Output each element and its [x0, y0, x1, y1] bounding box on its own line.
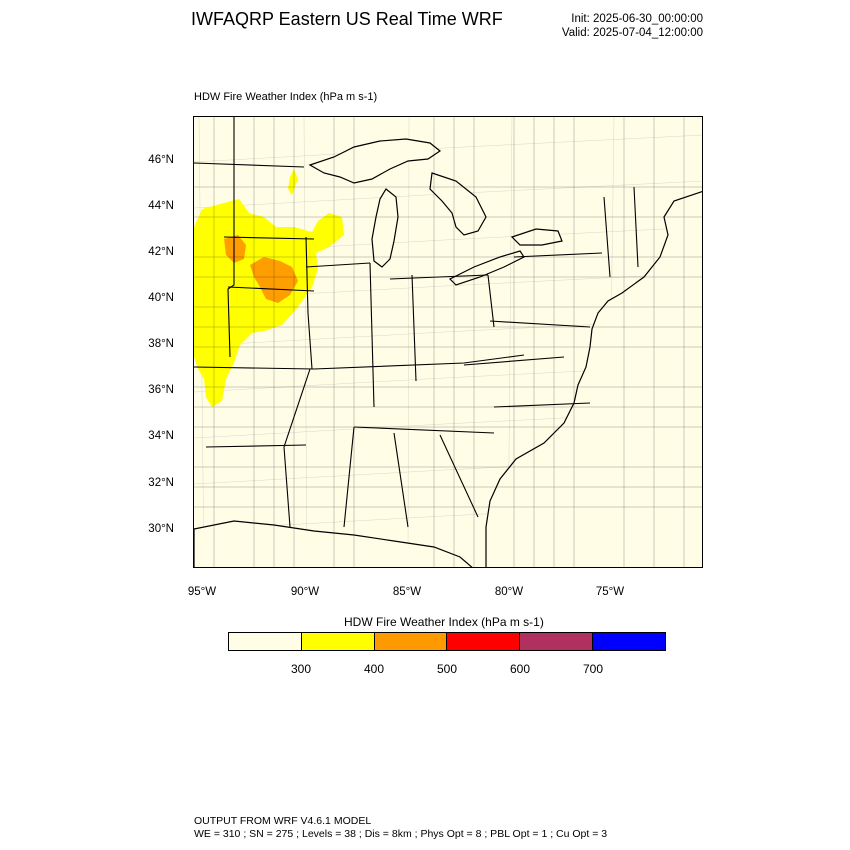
colorbar-segment [229, 633, 302, 650]
colorbar-segment [520, 633, 594, 650]
footer-model-line: OUTPUT FROM WRF V4.6.1 MODEL [194, 815, 372, 827]
colorbar-label: 500 [436, 662, 458, 676]
lake-superior [308, 138, 442, 184]
lon-label: 85°W [392, 586, 422, 598]
colorbar-title: HDW Fire Weather Index (hPa m s-1) [344, 615, 544, 629]
lon-label: 95°W [187, 586, 217, 598]
great-lakes [308, 138, 563, 286]
valid-time: Valid: 2025-07-04_12:00:00 [561, 27, 703, 39]
map-canvas [194, 117, 702, 567]
lake-erie [448, 250, 525, 286]
init-time: Init: 2025-06-30_00:00:00 [571, 13, 703, 25]
lat-label: 42°N [148, 246, 174, 258]
colorbar [228, 632, 666, 651]
lake-huron [429, 172, 487, 236]
colorbar-segment [301, 633, 375, 650]
lat-label: 46°N [148, 154, 174, 166]
lat-label: 40°N [148, 292, 174, 304]
colorbar-label: 300 [290, 662, 312, 676]
lat-label: 32°N [148, 477, 174, 489]
colorbar-segment [447, 633, 521, 650]
lat-label: 34°N [148, 430, 174, 442]
colorbar-segment [593, 633, 665, 650]
map-panel [193, 116, 703, 568]
lat-label: 44°N [148, 200, 174, 212]
lat-label: 30°N [148, 523, 174, 535]
coastline [194, 191, 702, 567]
lat-label: 38°N [148, 338, 174, 350]
lat-label: 36°N [148, 384, 174, 396]
colorbar-label: 600 [509, 662, 531, 676]
map-title: IWFAQRP Eastern US Real Time WRF [191, 9, 503, 29]
field-title: HDW Fire Weather Index (hPa m s-1) [194, 91, 378, 103]
colorbar-segment [374, 633, 448, 650]
lon-label: 90°W [290, 586, 320, 598]
lake-michigan [371, 188, 399, 268]
colorbar-label: 700 [582, 662, 604, 676]
colorbar-label: 400 [363, 662, 385, 676]
lake-ontario [510, 228, 563, 246]
county-lines [194, 117, 702, 567]
lon-label: 80°W [494, 586, 524, 598]
footer-config-line: WE = 310 ; SN = 275 ; Levels = 38 ; Dis … [194, 828, 608, 840]
state-boundaries [194, 117, 639, 528]
lon-label: 75°W [595, 586, 625, 598]
